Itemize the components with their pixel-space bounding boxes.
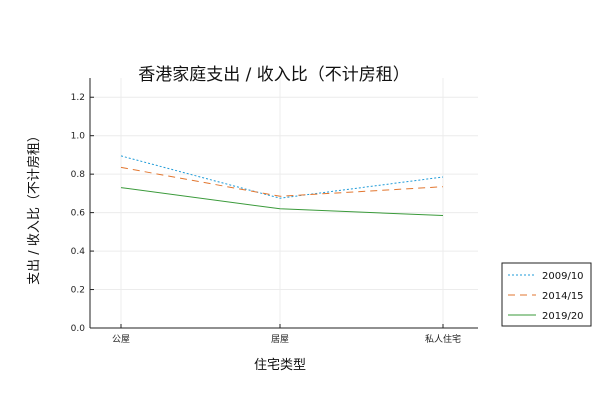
series-line-1 [120,155,444,199]
y-ticks: 0.0 0.2 0.4 0.6 0.8 1.0 1.2 [71,93,94,334]
x-tick-label: 私人住宅 [425,333,461,345]
y-tick-label: 0.8 [71,170,86,180]
legend-label-1: 2009/10 [542,271,584,282]
legend-label-2: 2014/15 [542,291,584,302]
y-tick-label: 0.6 [71,209,86,219]
axes [89,78,478,329]
legend-label-3: 2019/20 [542,311,584,322]
grid [90,78,478,329]
y-tick-label: 1.0 [71,132,86,142]
series-lines [120,155,444,216]
y-tick-label: 1.2 [71,93,85,103]
y-tick-label: 0.2 [71,286,85,296]
x-ticks: 公屋 居屋 私人住宅 [112,324,461,345]
series-line-3 [120,187,444,216]
x-axis-label: 住宅类型 [254,358,306,373]
y-tick-label: 0.4 [71,247,86,257]
legend: 2009/10 2014/15 2019/20 [501,262,592,327]
y-tick-label: 0.0 [71,324,86,334]
chart-title: 香港家庭支出 / 收入比（不计房租） [138,65,410,85]
x-tick-label: 居屋 [271,334,289,345]
x-tick-label: 公屋 [112,334,130,345]
y-axis-label: 支出 / 收入比（不计房租） [26,129,42,285]
series-line-2 [120,166,444,197]
